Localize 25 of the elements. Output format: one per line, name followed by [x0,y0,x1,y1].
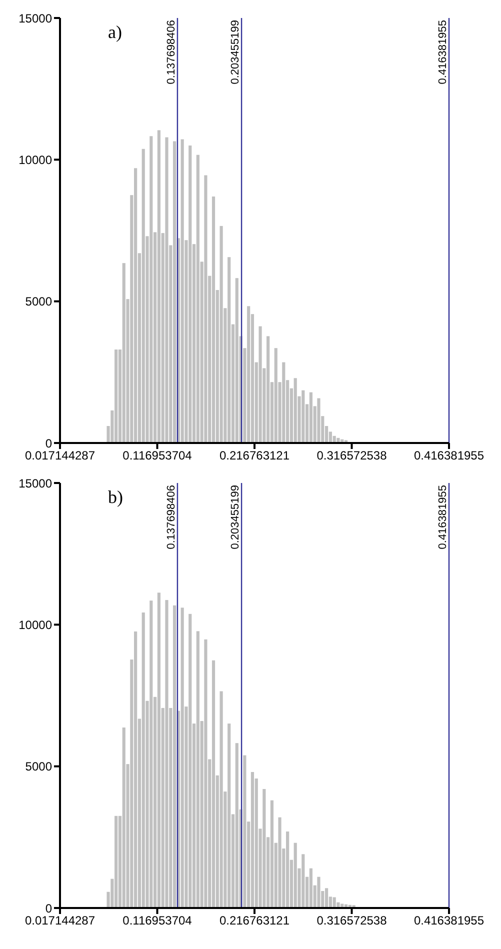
chart-title: b) [108,487,123,508]
ref-line-label: 0.203455199 [230,485,242,550]
x-tick-label: 0.116953704 [122,914,192,928]
y-tick-label: 5000 [25,760,52,774]
x-tick-label: 0.216763121 [219,914,290,928]
ref-line-label: 0.203455199 [230,20,242,84]
x-tick-label: 0.116953704 [122,448,192,463]
y-tick-label: 10000 [18,618,52,632]
ref-line-label: 0.416381955 [437,20,449,84]
ref-line-label: 0.137698406 [165,485,178,550]
x-tick-label: 0.216763121 [219,448,290,463]
y-tick-label: 0 [45,436,52,450]
chart-title: a) [108,22,122,43]
y-tick-label: 5000 [25,294,52,309]
x-tick-label: 0.316572538 [316,448,388,463]
x-tick-label: 0.316572538 [316,914,388,928]
x-tick-label: 0.416381955 [414,914,484,928]
y-tick-label: 10000 [18,152,52,167]
x-tick-label: 0.416381955 [414,448,484,463]
x-tick-label: 0.017144287 [24,914,96,928]
y-tick-label: 15000 [18,476,52,490]
y-tick-label: 15000 [18,11,52,26]
y-tick-label: 0 [45,901,52,916]
ref-line-label: 0.137698406 [165,20,178,84]
x-tick-label: 0.017144287 [24,448,96,463]
